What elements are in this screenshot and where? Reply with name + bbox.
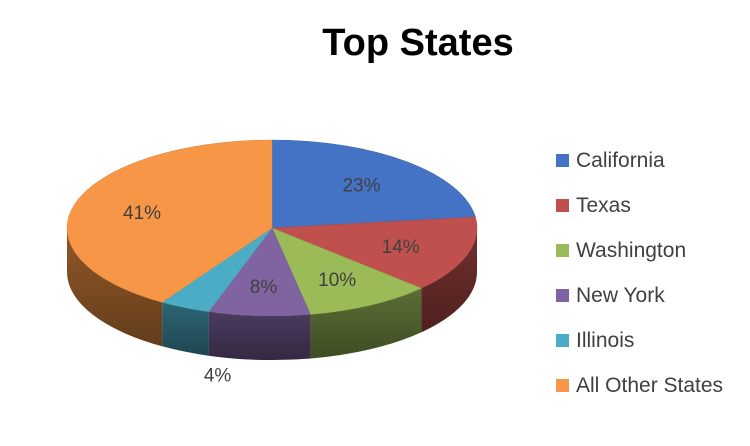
pie-slice-california — [271, 139, 476, 229]
chart-title: Top States — [322, 22, 514, 64]
legend-label: All Other States — [576, 373, 724, 397]
data-label-illinois: 4% — [204, 366, 232, 387]
legend-label: New York — [576, 283, 665, 307]
legend-item: Illinois — [556, 318, 723, 363]
pie-slice-texas — [271, 216, 478, 289]
legend-swatch — [556, 154, 569, 167]
legend-swatch — [556, 244, 569, 257]
legend-item: Washington — [556, 228, 723, 273]
data-label-texas: 14% — [382, 237, 420, 258]
pie-slice-side-shade — [208, 311, 311, 360]
legend-swatch — [556, 199, 569, 212]
legend-item: New York — [556, 273, 723, 318]
pie-slice-side-shade — [162, 302, 209, 356]
legend-swatch — [556, 289, 569, 302]
legend-label: Illinois — [576, 328, 635, 352]
legend-label: Texas — [576, 193, 631, 217]
pie-slice-side-shade — [421, 228, 477, 333]
data-label-california: 23% — [342, 175, 380, 196]
legend: California Texas Washington New York Illinoi… — [556, 138, 723, 408]
pie-slice-side-shade — [310, 288, 422, 359]
data-label-all-other-states: 41% — [123, 203, 161, 224]
pie-slice-side-shade — [67, 228, 163, 347]
legend-label: California — [576, 148, 665, 172]
data-label-new-york: 8% — [250, 277, 278, 298]
legend-label: Washington — [576, 238, 687, 262]
pie-slice-washington — [271, 227, 423, 315]
legend-swatch — [556, 379, 569, 392]
pie-slice-all-other-states — [66, 139, 273, 303]
pie-slice-new-york — [208, 227, 311, 317]
legend-item: California — [556, 138, 723, 183]
legend-item: All Other States — [556, 363, 723, 408]
legend-item: Texas — [556, 183, 723, 228]
legend-swatch — [556, 334, 569, 347]
data-label-washington: 10% — [318, 270, 356, 291]
